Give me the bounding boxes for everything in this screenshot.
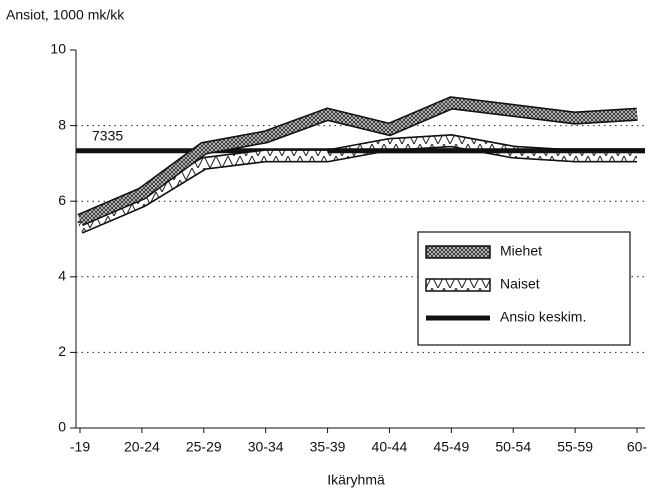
x-tick-label: 20-24 [124,439,160,455]
y-tick-label: 4 [58,268,66,284]
chart-title: Ansiot, 1000 mk/kk [6,7,125,23]
y-tick-label: 8 [58,116,66,132]
legend-label: Ansio keskim. [500,309,586,325]
series-line [78,97,638,225]
x-tick-label: 35-39 [310,439,346,455]
legend-swatch [425,245,491,259]
x-tick-label: 30-34 [248,439,284,455]
legend-label: Miehet [500,243,542,259]
y-tick-label: 0 [58,419,66,435]
x-axis-label: Ikäryhmä [327,472,385,488]
x-tick-label: 50-54 [495,439,531,455]
legend-swatch [425,278,491,292]
x-tick-label: 55-59 [557,439,593,455]
y-tick-label: 2 [58,343,66,359]
y-tick-label: 10 [50,41,66,57]
reference-label: 7335 [92,127,123,143]
x-tick-label: -19 [70,439,90,455]
x-tick-label: 40-44 [372,439,408,455]
x-tick-label: 60- [627,439,648,455]
x-tick-label: 25-29 [186,439,222,455]
x-tick-label: 45-49 [433,439,469,455]
y-tick-label: 6 [58,192,66,208]
legend-label: Naiset [500,276,540,292]
